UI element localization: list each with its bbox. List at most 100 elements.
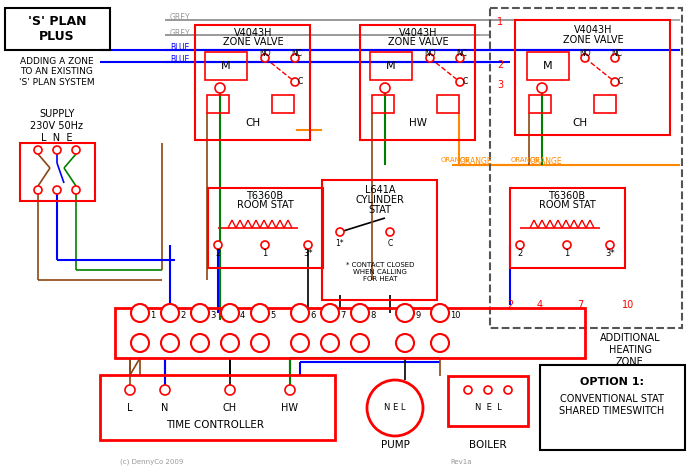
Circle shape: [34, 146, 42, 154]
Bar: [515, 20, 670, 135]
Bar: [115, 308, 585, 358]
Text: 8: 8: [370, 310, 375, 320]
Text: CONVENTIONAL STAT
SHARED TIMESWITCH: CONVENTIONAL STAT SHARED TIMESWITCH: [560, 394, 664, 416]
Text: SUPPLY
230V 50Hz: SUPPLY 230V 50Hz: [30, 109, 83, 131]
Text: PUMP: PUMP: [381, 440, 409, 450]
Text: C: C: [297, 78, 303, 87]
Circle shape: [291, 334, 309, 352]
Text: 9: 9: [415, 310, 420, 320]
Text: BLUE: BLUE: [170, 56, 189, 65]
Bar: [529, 95, 551, 113]
Text: M: M: [386, 61, 396, 71]
Text: 'S' PLAN
PLUS: 'S' PLAN PLUS: [28, 15, 86, 43]
Text: ORANGE: ORANGE: [460, 158, 493, 167]
Circle shape: [321, 304, 339, 322]
Text: 7: 7: [577, 300, 583, 310]
Bar: [100, 375, 335, 440]
Circle shape: [386, 228, 394, 236]
Text: L: L: [127, 403, 132, 413]
Text: ADDITIONAL
HEATING
ZONE: ADDITIONAL HEATING ZONE: [600, 333, 660, 366]
Bar: [594, 95, 616, 113]
Text: GREY: GREY: [170, 29, 190, 37]
Text: C: C: [618, 78, 622, 87]
Circle shape: [606, 241, 614, 249]
Text: GREY: GREY: [170, 14, 190, 22]
Circle shape: [191, 304, 209, 322]
Text: CYLINDER: CYLINDER: [355, 195, 404, 205]
Text: 2: 2: [180, 310, 185, 320]
Text: 6: 6: [310, 310, 315, 320]
Circle shape: [251, 334, 269, 352]
Circle shape: [396, 334, 414, 352]
Text: ORANGE: ORANGE: [510, 157, 540, 163]
Bar: [527, 52, 569, 80]
Circle shape: [581, 54, 589, 62]
Circle shape: [53, 186, 61, 194]
Circle shape: [431, 334, 449, 352]
Text: C: C: [462, 78, 468, 87]
Text: 2: 2: [507, 300, 513, 310]
Text: 4: 4: [537, 300, 543, 310]
Bar: [448, 376, 528, 426]
Text: ROOM STAT: ROOM STAT: [539, 200, 595, 210]
Text: 1: 1: [150, 310, 155, 320]
Text: V4043H: V4043H: [399, 28, 437, 38]
Text: T6360B: T6360B: [549, 191, 586, 201]
Circle shape: [221, 304, 239, 322]
Text: ZONE VALVE: ZONE VALVE: [388, 37, 448, 47]
Text: OPTION 1:: OPTION 1:: [580, 377, 644, 387]
Text: 1: 1: [564, 249, 570, 258]
Circle shape: [611, 78, 619, 86]
Text: (c) DennyCo 2009: (c) DennyCo 2009: [120, 459, 184, 465]
Circle shape: [125, 385, 135, 395]
Text: TIME CONTROLLER: TIME CONTROLLER: [166, 420, 264, 430]
Text: M: M: [543, 61, 553, 71]
Circle shape: [464, 386, 472, 394]
Circle shape: [456, 78, 464, 86]
Circle shape: [261, 241, 269, 249]
Text: HW: HW: [409, 118, 427, 128]
Circle shape: [367, 380, 423, 436]
Circle shape: [191, 334, 209, 352]
Circle shape: [396, 304, 414, 322]
Bar: [360, 25, 475, 140]
Text: N E L: N E L: [384, 403, 406, 412]
Circle shape: [380, 83, 390, 93]
Text: 1: 1: [497, 17, 503, 27]
Text: CH: CH: [223, 403, 237, 413]
Circle shape: [72, 186, 80, 194]
Text: 5: 5: [270, 310, 275, 320]
Text: ZONE VALVE: ZONE VALVE: [562, 35, 623, 45]
Circle shape: [563, 241, 571, 249]
Text: NO: NO: [259, 49, 270, 58]
Circle shape: [161, 334, 179, 352]
Text: BOILER: BOILER: [469, 440, 507, 450]
Circle shape: [291, 304, 309, 322]
Circle shape: [351, 304, 369, 322]
Circle shape: [131, 304, 149, 322]
Circle shape: [291, 54, 299, 62]
Text: 3*: 3*: [303, 249, 313, 258]
Text: CH: CH: [246, 118, 261, 128]
Text: 3: 3: [210, 310, 215, 320]
Bar: [437, 95, 459, 113]
Bar: [208, 188, 323, 268]
Circle shape: [336, 228, 344, 236]
Circle shape: [225, 385, 235, 395]
Circle shape: [261, 54, 269, 62]
Bar: [372, 95, 394, 113]
Bar: [490, 8, 682, 328]
Text: N  E  L: N E L: [475, 403, 502, 412]
Circle shape: [351, 334, 369, 352]
Text: BLUE: BLUE: [170, 44, 189, 52]
Circle shape: [161, 304, 179, 322]
Circle shape: [321, 334, 339, 352]
Circle shape: [484, 386, 492, 394]
Circle shape: [537, 83, 547, 93]
Text: STAT: STAT: [368, 205, 391, 215]
Text: NC: NC: [457, 49, 468, 58]
Text: * CONTACT CLOSED
WHEN CALLING
FOR HEAT: * CONTACT CLOSED WHEN CALLING FOR HEAT: [346, 262, 414, 282]
Bar: [272, 95, 294, 113]
Text: M: M: [221, 61, 231, 71]
Bar: [195, 25, 310, 140]
